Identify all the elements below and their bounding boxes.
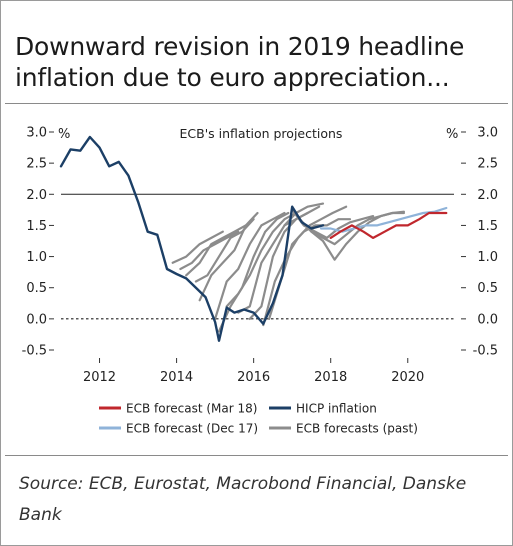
series-line-ecb-forecasts-past [248,205,321,320]
y-tick-label-left: 1.5 [26,219,47,234]
x-tick-label: 2012 [83,370,116,385]
series-line-ecb-forecasts-past [198,211,259,302]
right-unit-label: % [446,127,458,142]
y-tick-label-left: 3.0 [26,126,47,141]
y-tick-label-left: 0.5 [26,281,47,296]
y-tick-label-left: -0.5 [22,344,47,359]
legend-label: ECB forecast (Dec 17) [126,422,258,436]
y-tick-label-left: 0.0 [26,312,47,327]
bottom-divider [5,455,508,456]
y-tick-label-left: 2.5 [26,157,47,172]
series-line-ecb-forecasts-past [214,211,286,320]
legend-label: HICP inflation [296,402,377,416]
y-tick-label-left: 1.0 [26,250,47,265]
y-tick-label-right: 3.0 [477,126,498,141]
y-tick-label-left: 2.0 [26,188,47,203]
x-tick-label: 2020 [391,370,424,385]
x-tick-label: 2018 [314,370,347,385]
series-line-ecb-forecasts-past [217,211,290,333]
series-line-ecb-forecasts-past [179,230,240,271]
legend-label: ECB forecasts (past) [296,422,418,436]
series-line-hicp-inflation [59,135,325,342]
left-unit-label: % [58,127,70,142]
y-tick-label-right: 1.5 [477,219,498,234]
series-lines [59,135,448,342]
series-line-ecb-forecasts-past [225,211,298,308]
series-line-ecb-forecast-mar-18 [329,211,448,239]
y-tick-label-right: 0.0 [477,312,498,327]
series-line-ecb-forecasts-past [298,210,405,261]
x-tick-label: 2014 [160,370,193,385]
y-tick-label-right: 0.5 [477,281,498,296]
series-line-ecb-forecasts-past [237,211,309,314]
y-tick-label-right: 2.5 [477,157,498,172]
y-tick-label-right: 2.0 [477,188,498,203]
x-tick-label: 2016 [237,370,270,385]
top-divider [5,103,508,104]
y-tick-label-right: -0.5 [473,344,498,359]
chart-legend: ECB forecast (Mar 18) HICP inflation ECB f… [99,402,418,436]
y-tick-label-right: 1.0 [477,250,498,265]
series-line-ecb-forecasts-past [185,224,247,277]
source-note: Source: ECB, Eurostat, Macrobond Financi… [19,474,467,525]
series-line-ecb-forecasts-past [310,211,405,246]
inflation-chart: ECB's inflation projections % % 3.0 3.0 2.… [22,126,498,436]
series-line-ecb-forecasts-past [171,230,224,264]
legend-label: ECB forecast (Mar 18) [126,402,257,416]
chart-axes: 3.0 3.0 2.5 2.5 2.0 2.0 1.5 1.5 1.0 1.0 0.5 0.5 0.0 0… [22,126,498,386]
chart-title: ECB's inflation projections [180,126,343,141]
page-title: Downward revision in 2019 headline infla… [15,32,465,92]
